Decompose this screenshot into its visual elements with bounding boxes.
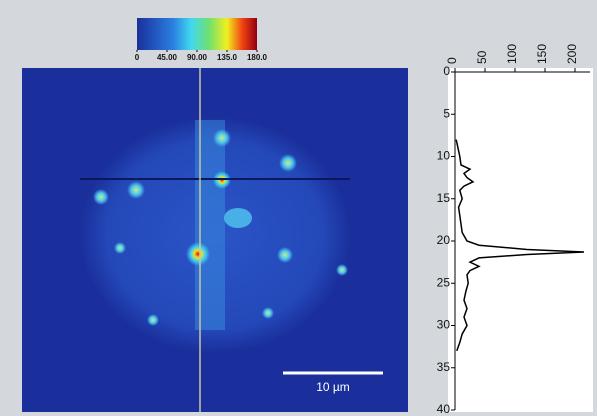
x-tick-label: 200 — [565, 44, 579, 64]
figure: 10 µm 045.0090.00135.0180.00501001502000… — [0, 0, 597, 416]
scale-bar-label: 10 µm — [316, 380, 350, 394]
micrograph — [22, 68, 408, 412]
colorbar-tick-label: 45.00 — [157, 53, 178, 62]
y-tick-label: 20 — [437, 233, 451, 247]
colorbar-axis: 0 45.00 90.00 135.0 180.0 — [135, 50, 268, 62]
x-tick-label: 50 — [475, 50, 489, 64]
y-tick-label: 15 — [437, 191, 451, 205]
x-tick-label: 150 — [535, 44, 549, 64]
y-tick-label: 40 — [437, 402, 451, 416]
y-tick-label: 25 — [437, 275, 451, 289]
y-tick-label: 30 — [437, 318, 451, 332]
y-tick-label: 10 — [437, 149, 451, 163]
colorbar-tick-label: 90.00 — [187, 53, 208, 62]
colorbar-tick-label: 135.0 — [217, 53, 238, 62]
y-tick-label: 35 — [437, 360, 451, 374]
colorbar — [137, 18, 257, 50]
colorbar-tick-label: 0 — [135, 53, 140, 62]
colorbar-tick-label: 180.0 — [247, 53, 268, 62]
x-tick-label: 100 — [505, 44, 519, 64]
plot-area — [448, 68, 593, 412]
y-tick-label: 5 — [443, 106, 450, 120]
x-tick-label: 0 — [445, 57, 459, 64]
y-tick-label: 0 — [443, 64, 450, 78]
